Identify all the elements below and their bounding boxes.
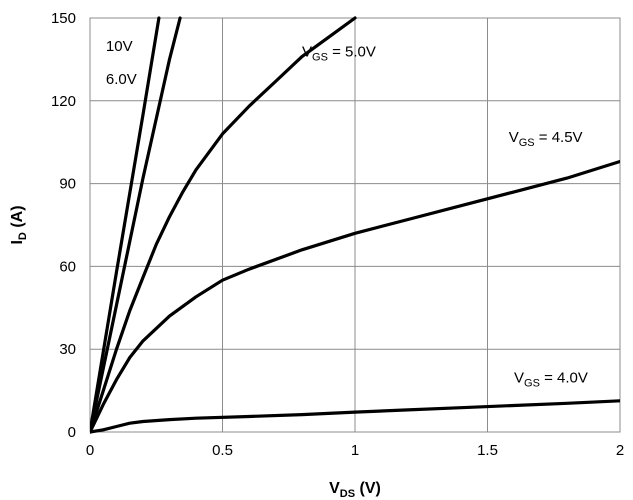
x-tick-label: 1 <box>351 442 359 459</box>
x-tick-label: 1.5 <box>477 442 498 459</box>
y-axis-label: ID (A) <box>9 205 29 244</box>
x-tick-label: 0 <box>86 442 94 459</box>
y-tick-label: 120 <box>51 93 76 110</box>
series-line-4-0v <box>90 399 620 434</box>
series-annotation: 6.0V <box>106 71 137 88</box>
x-tick-label: 0.5 <box>212 442 233 459</box>
series-group <box>90 16 620 434</box>
y-tick-label: 30 <box>59 341 76 358</box>
y-tick-label: 60 <box>59 258 76 275</box>
tick-labels: 0 0.5 1 1.5 2 0 30 60 90 120 150 <box>51 10 624 459</box>
annotations: 10V 6.0V VGS = 5.0V VGS = 4.5V VGS = 4.0V <box>106 38 588 389</box>
series-annotation: VGS = 4.0V <box>514 369 588 389</box>
y-tick-label: 0 <box>68 424 76 441</box>
series-line-5-0v <box>90 16 357 434</box>
y-tick-label: 90 <box>59 176 76 193</box>
series-line-10v <box>90 16 161 434</box>
series-annotation: VGS = 5.0V <box>302 44 376 64</box>
series-line-6-0v <box>90 16 182 434</box>
series-annotation: VGS = 4.5V <box>509 129 583 149</box>
x-tick-label: 2 <box>616 442 624 459</box>
x-axis-label: VDS (V) <box>329 480 381 500</box>
grid <box>89 17 621 433</box>
y-tick-label: 150 <box>51 10 76 27</box>
series-annotation: 10V <box>106 38 133 55</box>
series-line-4-5v <box>90 159 620 434</box>
